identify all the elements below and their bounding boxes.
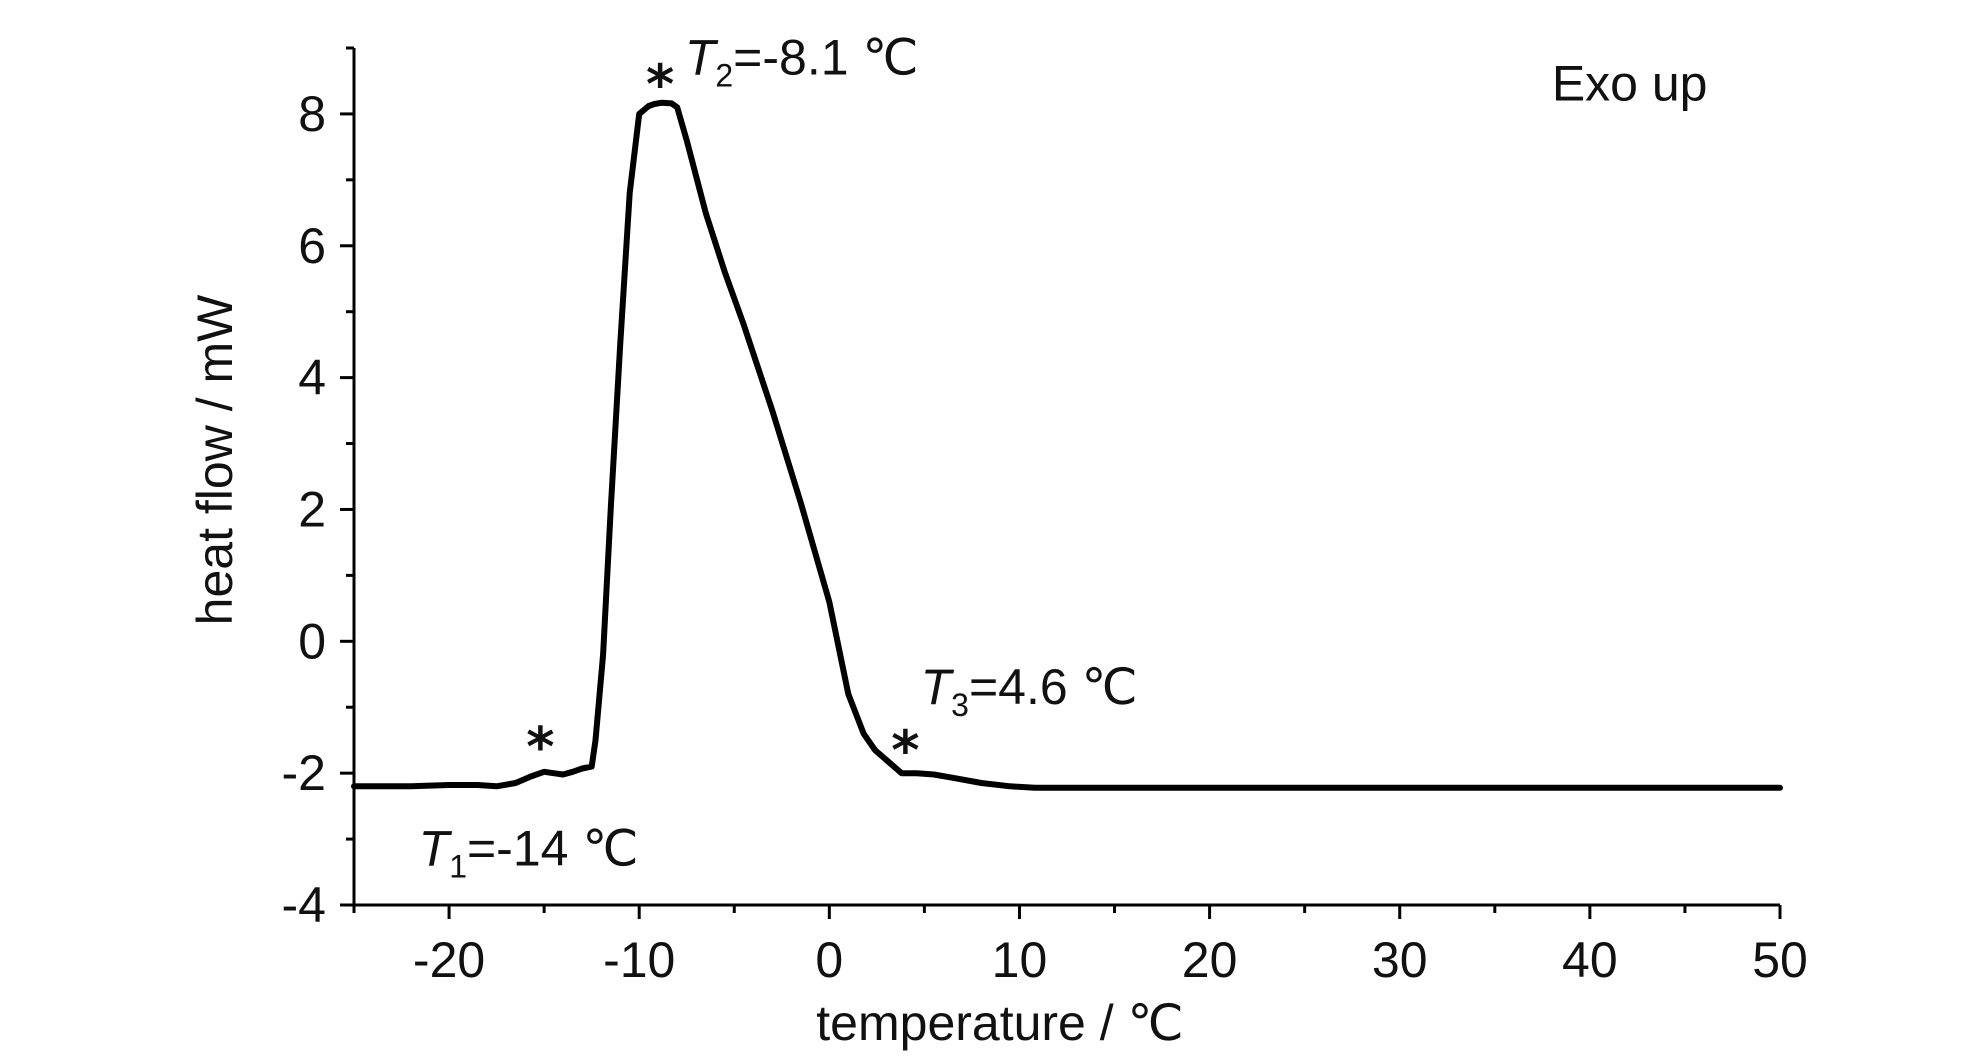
y-axis-title: heat flow / mW bbox=[187, 294, 243, 625]
x-tick-label: 40 bbox=[1562, 932, 1618, 988]
annotation-symbol: T bbox=[685, 29, 719, 85]
x-axis-title: temperature / ℃ bbox=[816, 995, 1183, 1051]
x-tick-label: 30 bbox=[1372, 932, 1428, 988]
annotation-subscript: 1 bbox=[449, 848, 467, 884]
annotation-symbol: T bbox=[921, 659, 955, 715]
annotation-value: =-8.1 ℃ bbox=[733, 29, 918, 85]
heat-flow-line bbox=[351, 99, 1783, 791]
y-tick-label: 4 bbox=[298, 350, 326, 406]
temperature-annotation: T2=-8.1 ℃ bbox=[685, 29, 919, 93]
x-tick-label: -20 bbox=[413, 932, 485, 988]
temperature-annotation: T1=-14 ℃ bbox=[419, 820, 639, 884]
x-tick-label: 50 bbox=[1752, 932, 1808, 988]
ticks bbox=[340, 46, 1782, 919]
axes bbox=[352, 48, 1780, 907]
exo-up-note: Exo up bbox=[1552, 56, 1708, 112]
x-tick-label: 10 bbox=[992, 932, 1048, 988]
annotation-value: =-14 ℃ bbox=[467, 820, 639, 876]
y-tick-label: 8 bbox=[298, 86, 326, 142]
x-tick-label: -10 bbox=[603, 932, 675, 988]
series bbox=[351, 99, 1783, 791]
annotation-symbol: T bbox=[419, 820, 453, 876]
y-tick-label: -4 bbox=[282, 877, 326, 933]
peak-marker: * bbox=[646, 53, 674, 116]
peak-marker: * bbox=[891, 719, 919, 782]
y-tick-label: 2 bbox=[298, 481, 326, 537]
peak-marker: * bbox=[526, 715, 554, 778]
annotation-subscript: 2 bbox=[715, 57, 733, 93]
x-tick-label: 20 bbox=[1182, 932, 1238, 988]
annotation-subscript: 3 bbox=[951, 687, 969, 723]
y-tick-label: -2 bbox=[282, 745, 326, 801]
y-tick-label: 0 bbox=[298, 613, 326, 669]
temperature-annotation: T3=4.6 ℃ bbox=[921, 659, 1138, 723]
y-tick-label: 6 bbox=[298, 218, 326, 274]
x-tick-label: 0 bbox=[815, 932, 843, 988]
annotation-value: =4.6 ℃ bbox=[969, 659, 1138, 715]
